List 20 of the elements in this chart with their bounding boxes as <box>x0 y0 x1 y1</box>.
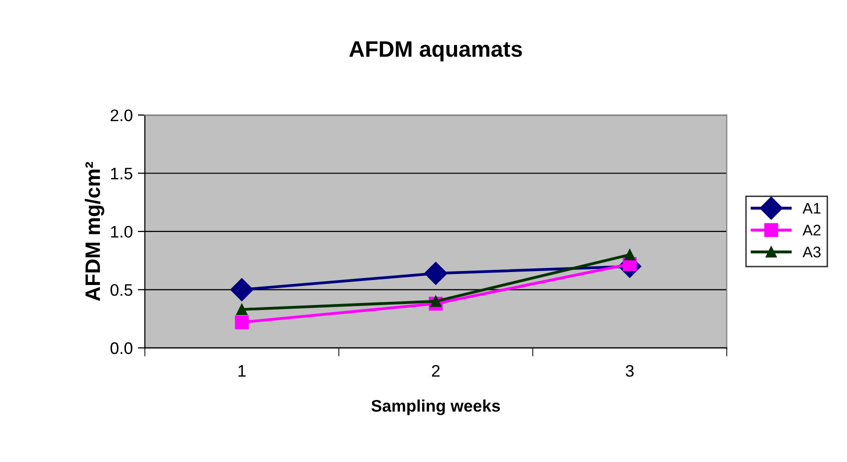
legend-label: A2 <box>802 224 820 236</box>
point <box>624 249 636 260</box>
y-tick-label: 0.0 <box>110 342 132 354</box>
point <box>236 304 248 316</box>
y-tick-label: 2.0 <box>110 109 132 122</box>
chart-title: AFDM aquamats <box>349 41 522 62</box>
x-tick-label: 2 <box>432 364 440 377</box>
point <box>230 278 254 302</box>
legend-label: A1 <box>802 203 820 214</box>
y-tick-label: 1.5 <box>111 168 132 180</box>
point <box>234 315 249 330</box>
y-tick-label: 0.5 <box>110 284 132 296</box>
y-tick-label: 1.0 <box>111 226 132 238</box>
point <box>430 296 442 307</box>
x-tick-label: 1 <box>238 365 246 377</box>
legend-label: A3 <box>802 246 821 258</box>
point <box>424 262 448 285</box>
y-axis-title: AFDM mg/cm² <box>84 162 104 301</box>
x-tick-label: 3 <box>626 364 634 377</box>
x-axis-title: Sampling weeks <box>371 400 500 416</box>
